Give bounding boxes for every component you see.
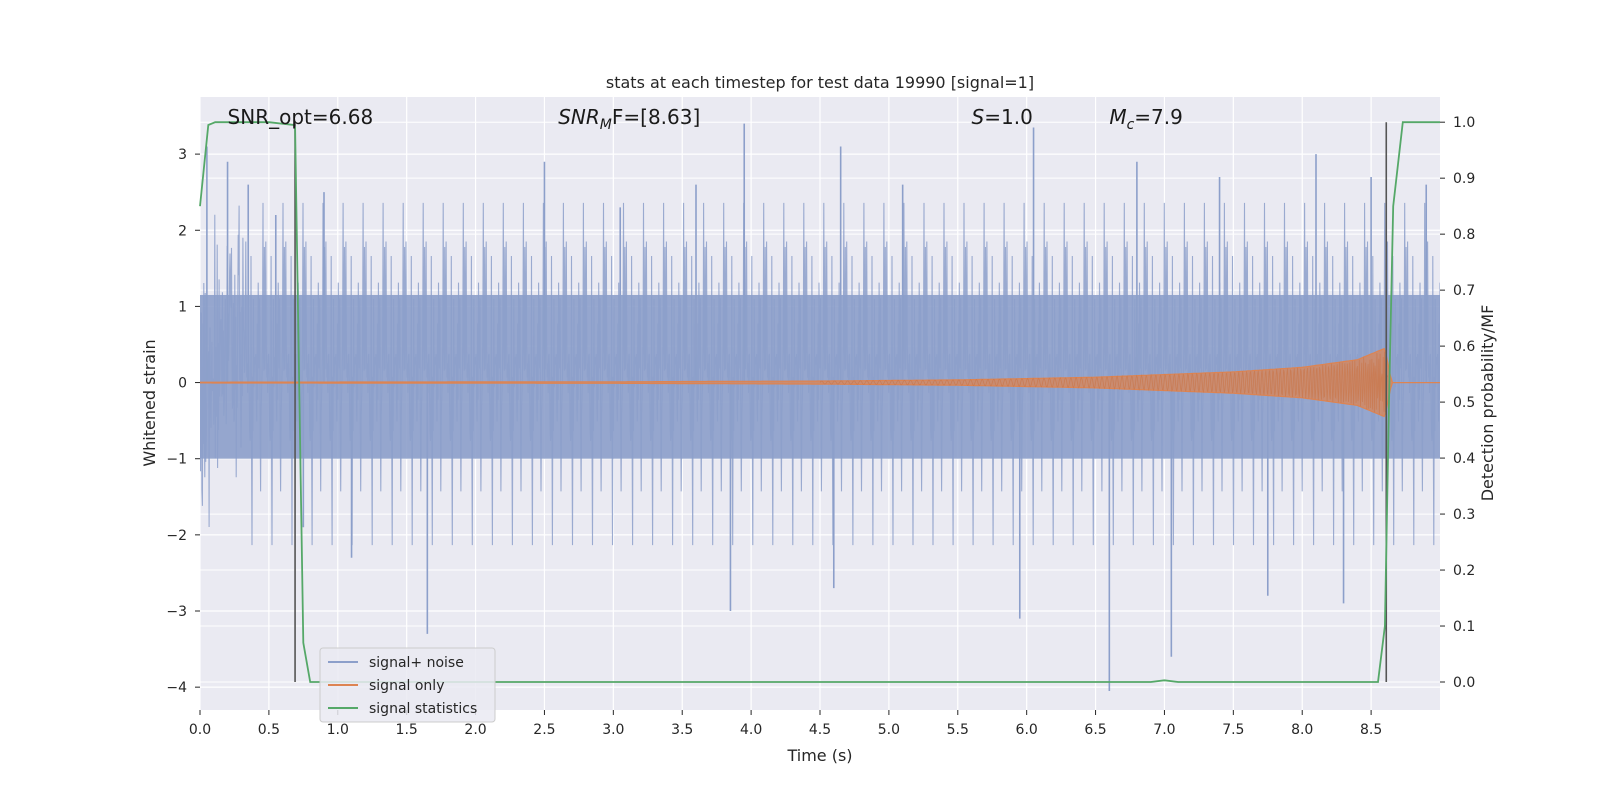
x-tick-label: 6.0 bbox=[1016, 722, 1038, 738]
y-left-tick-label: 2 bbox=[178, 223, 187, 239]
y-axis-left-label: Whitened strain bbox=[140, 339, 159, 466]
x-tick-label: 4.5 bbox=[809, 722, 831, 738]
y-right-tick-label: 0.6 bbox=[1453, 339, 1475, 355]
annotation-2: S=1.0 bbox=[972, 105, 1033, 129]
y-left-tick-label: −4 bbox=[166, 680, 187, 696]
y-left-tick-label: 3 bbox=[178, 147, 187, 163]
x-tick-label: 8.0 bbox=[1291, 722, 1313, 738]
x-tick-label: 0.0 bbox=[189, 722, 211, 738]
x-tick-label: 1.0 bbox=[327, 722, 349, 738]
annotation-3: Mc=7.9 bbox=[1109, 105, 1183, 133]
annotation-1: SNRMF=[8.63] bbox=[558, 105, 700, 133]
x-tick-label: 2.0 bbox=[464, 722, 486, 738]
x-tick-label: 5.0 bbox=[878, 722, 900, 738]
y-right-tick-label: 0.2 bbox=[1453, 563, 1475, 579]
y-left-tick-label: 0 bbox=[178, 376, 187, 392]
legend-label-signal-statistics: signal statistics bbox=[369, 701, 477, 717]
y-axis-right-label: Detection probability/MF bbox=[1478, 305, 1497, 502]
x-tick-label: 3.0 bbox=[602, 722, 624, 738]
series-signal-only bbox=[200, 347, 1440, 418]
legend-box bbox=[319, 647, 496, 723]
y-left-tick-label: −2 bbox=[166, 528, 187, 544]
series-signal-statistics bbox=[199, 121, 1440, 683]
x-axis-label: Time (s) bbox=[786, 746, 852, 765]
x-tick-label: 1.5 bbox=[396, 722, 418, 738]
x-tick-label: 8.5 bbox=[1360, 722, 1382, 738]
y-right-tick-label: 0.1 bbox=[1453, 619, 1475, 635]
x-tick-label: 7.5 bbox=[1222, 722, 1244, 738]
y-right-tick-label: 1.0 bbox=[1453, 115, 1475, 131]
signal-statistics-line bbox=[199, 121, 1440, 683]
y-right-tick-label: 0.7 bbox=[1453, 283, 1475, 299]
x-tick-label: 0.5 bbox=[258, 722, 280, 738]
y-right-tick-label: 0.0 bbox=[1453, 675, 1475, 691]
y-right-tick-label: 0.3 bbox=[1453, 507, 1475, 523]
legend-label-signal-only: signal only bbox=[369, 678, 444, 694]
y-axis-left-ticks: 3 2 1 0 −1 −2 −3 −4 bbox=[166, 147, 200, 696]
legend-label-signal-noise: signal+ noise bbox=[369, 655, 464, 671]
y-left-tick-label: −3 bbox=[166, 604, 187, 620]
x-tick-label: 2.5 bbox=[533, 722, 555, 738]
y-left-tick-label: 1 bbox=[178, 299, 187, 315]
chart-title: stats at each timestep for test data 199… bbox=[606, 73, 1034, 92]
y-axis-right-ticks: 1.0 0.9 0.8 0.7 0.6 0.5 0.4 0.3 0.2 0.1 0.0 bbox=[1440, 115, 1475, 691]
y-left-tick-label: −1 bbox=[166, 452, 187, 468]
annotation-0: SNR_opt=6.68 bbox=[228, 105, 374, 129]
y-right-tick-label: 0.5 bbox=[1453, 395, 1475, 411]
y-right-tick-label: 0.8 bbox=[1453, 227, 1475, 243]
x-axis-ticks: 0.0 0.5 1.0 1.5 2.0 2.5 3.0 3.5 4.0 4.5 5.0 5.5 6.0 6… bbox=[189, 710, 1382, 738]
x-tick-label: 5.5 bbox=[947, 722, 969, 738]
y-right-tick-label: 0.9 bbox=[1453, 171, 1475, 187]
annotations: SNR_opt=6.68 SNRMF=[8.63] S=1.0 Mc=7.9 bbox=[228, 105, 1183, 133]
x-tick-label: 7.0 bbox=[1153, 722, 1175, 738]
signal-only-oscillation bbox=[819, 351, 1388, 415]
legend: signal+ noise signal only signal statist… bbox=[319, 647, 496, 723]
x-tick-label: 3.5 bbox=[671, 722, 693, 738]
x-tick-label: 4.0 bbox=[740, 722, 762, 738]
x-tick-label: 6.5 bbox=[1084, 722, 1106, 738]
y-right-tick-label: 0.4 bbox=[1453, 451, 1475, 467]
